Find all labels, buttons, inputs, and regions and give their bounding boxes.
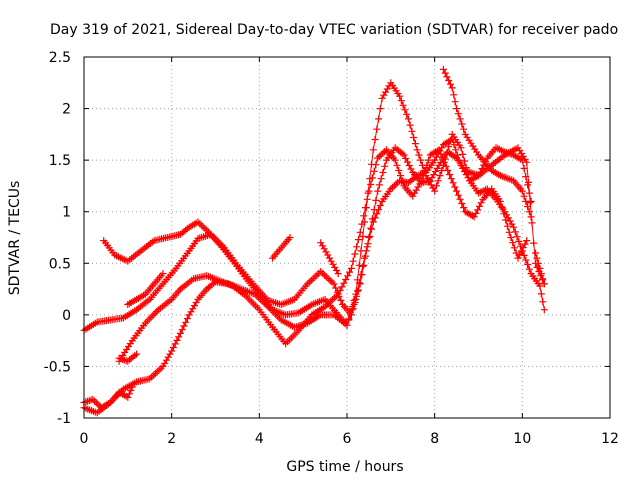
x-tick-label: 8 <box>430 431 439 447</box>
y-tick-label: 0.5 <box>49 256 71 272</box>
series-line <box>442 69 532 218</box>
chart-title: Day 319 of 2021, Sidereal Day-to-day VTE… <box>50 22 618 38</box>
series-track-6 <box>115 350 141 365</box>
series-track-4 <box>80 136 535 417</box>
series-line <box>103 81 545 327</box>
series-track-10 <box>439 65 535 221</box>
series-track-9 <box>317 239 342 278</box>
tick-labels: 0 2 4 6 8 10 12 -1 -0.5 0 0.5 1 1.5 2 2.5 <box>44 50 619 447</box>
x-tick-label: 10 <box>513 431 531 447</box>
series-line <box>83 138 532 414</box>
series-track-7 <box>124 270 167 308</box>
x-tick-label: 2 <box>167 431 176 447</box>
plus-marker <box>115 350 141 365</box>
y-tick-label: 1.5 <box>49 153 71 169</box>
y-tick-label: 2 <box>62 102 71 118</box>
plus-marker <box>124 270 167 308</box>
x-tick-label: 6 <box>343 431 352 447</box>
plus-marker <box>269 234 294 262</box>
data-series-group <box>80 65 548 417</box>
y-tick-label: -1 <box>57 411 71 427</box>
y-tick-label: 0 <box>62 308 71 324</box>
series-track-8 <box>269 234 294 262</box>
plus-marker <box>532 249 548 288</box>
plus-marker <box>317 239 342 278</box>
y-tick-label: -0.5 <box>44 359 71 375</box>
x-tick-label: 12 <box>601 431 619 447</box>
x-tick-label: 4 <box>255 431 264 447</box>
y-tick-label: 2.5 <box>49 50 71 66</box>
y-tick-label: 1 <box>62 205 71 221</box>
plus-marker <box>439 65 535 221</box>
x-tick-label: 0 <box>80 431 89 447</box>
grid <box>84 57 610 418</box>
series-track-11 <box>532 249 548 288</box>
plus-marker <box>80 136 535 417</box>
x-axis-label: GPS time / hours <box>286 459 403 475</box>
y-axis-label: SDTVAR / TECUs <box>7 181 23 296</box>
